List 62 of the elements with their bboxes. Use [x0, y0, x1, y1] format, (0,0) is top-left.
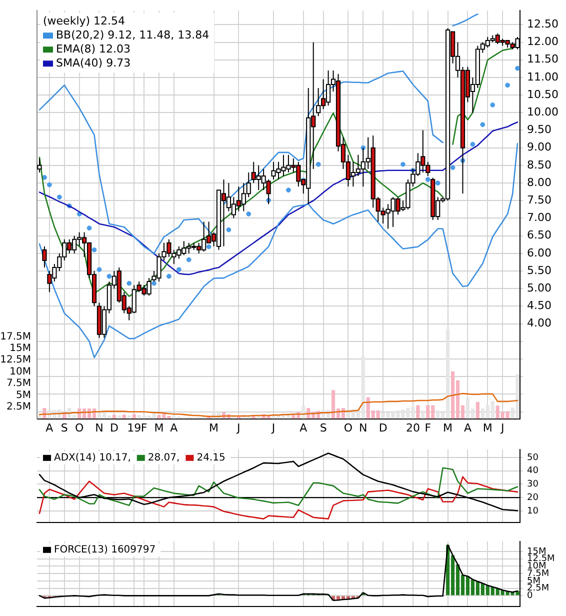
x-tick-label: A	[170, 421, 178, 434]
chart-title: (weekly) 12.54	[43, 14, 126, 28]
y-tick-label: 9.50	[527, 123, 552, 136]
x-tick-label: D	[378, 421, 388, 434]
legend-label: 24.15	[196, 452, 226, 464]
y-tick-label: 8.50	[527, 158, 552, 172]
x-tick-label: A	[464, 421, 472, 434]
y2-tick-label: 15M	[10, 343, 31, 354]
x-tick-label: D	[110, 421, 118, 434]
y-tick-label: 7.50	[527, 193, 552, 206]
x-tick-label: A	[46, 421, 54, 434]
x-tick-label: O	[344, 421, 353, 434]
legend-label: 28.07,	[148, 452, 180, 464]
y-tick-label: 11.00	[527, 70, 558, 84]
legend-label: BB(20,2) 9.12, 11.48, 13.84	[56, 28, 210, 42]
x-tick-label: M	[154, 421, 164, 434]
y2-tick-label: 10M	[10, 366, 31, 378]
y-tick-label: 40	[527, 466, 539, 476]
y-tick-label: 7.00	[527, 211, 552, 224]
y-tick-label: 11.50	[527, 52, 558, 66]
x-tick-label: N	[359, 421, 368, 434]
x-tick-label: S	[320, 421, 327, 434]
y2-tick-label: 12.5M	[0, 354, 31, 366]
y-tick-label: 50	[527, 452, 539, 463]
x-tick-label: A	[300, 421, 308, 434]
x-tick-label: N	[95, 421, 104, 434]
x-tick-label: J	[270, 421, 276, 434]
legend-label: FORCE(13) 1609797	[54, 544, 156, 556]
y-tick-label: 9.00	[527, 140, 552, 154]
y-tick-label: 5.00	[527, 281, 552, 294]
y-tick-label: 20	[527, 492, 539, 503]
y-tick-label: 6.50	[527, 228, 552, 242]
x-tick-label: F	[424, 421, 432, 434]
y-tick-label: 4.00	[527, 316, 552, 330]
y2-tick-label: 7.5M	[6, 378, 31, 390]
x-tick-label: J	[500, 421, 504, 434]
y-tick-label: 5.50	[527, 264, 552, 277]
y-tick-label: 0	[527, 591, 533, 602]
legend-label: EMA(8) 12.03	[56, 42, 131, 56]
y-tick-label: 10.00	[527, 106, 558, 119]
legend-label: ADX(14) 10.17,	[54, 452, 131, 464]
y-tick-label: 12.00	[527, 35, 558, 48]
y-tick-label: 10.50	[527, 88, 558, 101]
y-tick-label: 30	[527, 480, 539, 490]
y-tick-label: 10	[527, 506, 539, 516]
legend-label: SMA(40) 9.73	[56, 56, 131, 70]
y-tick-label: 4.50	[527, 299, 552, 312]
y2-tick-label: 2.5M	[6, 402, 31, 413]
y-tick-label: 8.00	[527, 176, 552, 189]
x-tick-label: M	[482, 421, 492, 434]
x-tick-label: M	[209, 421, 219, 434]
x-tick-label: 20	[406, 421, 420, 434]
x-tick-label: F	[140, 421, 148, 434]
x-tick-label: S	[60, 421, 68, 434]
x-tick-label: O	[74, 421, 84, 434]
y-tick-label: 12.50	[527, 18, 558, 31]
y2-tick-label: 5M	[16, 390, 31, 401]
y2-tick-label: 17.5M	[0, 331, 31, 342]
x-tick-label: M	[443, 421, 453, 434]
x-tick-label: 19	[127, 421, 142, 434]
x-tick-label: J	[236, 421, 240, 434]
y-tick-label: 6.00	[527, 246, 552, 260]
